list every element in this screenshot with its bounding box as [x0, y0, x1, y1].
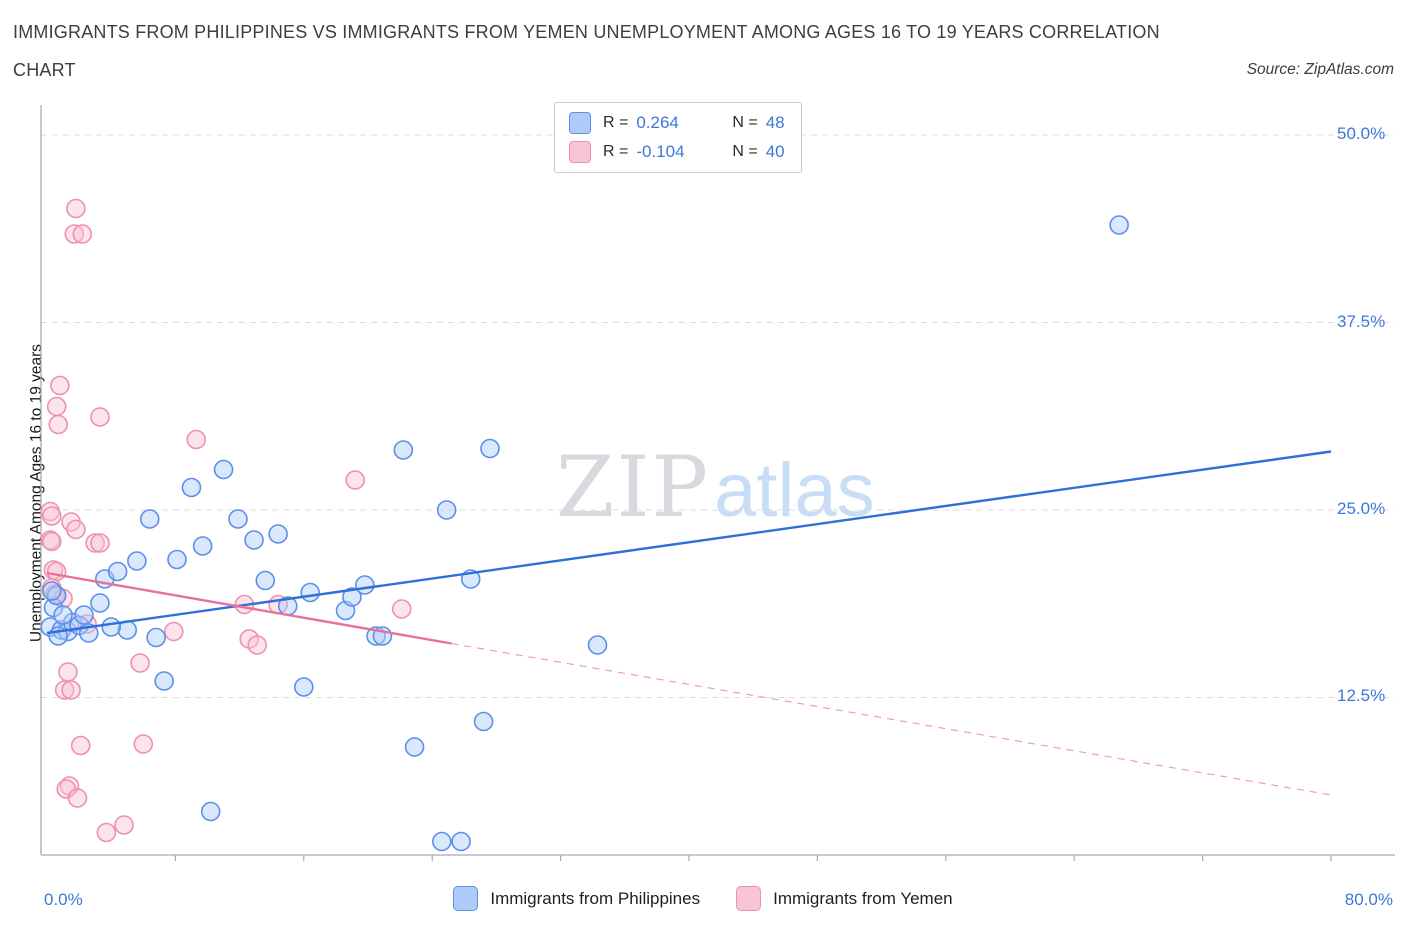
legend-label-philippines: Immigrants from Philippines	[490, 888, 701, 908]
yemen-point	[72, 224, 93, 244]
philippines-point	[42, 581, 62, 601]
philippines-point	[293, 677, 314, 697]
philippines-point	[200, 801, 221, 822]
correlation-legend: R = 0.264 N = 48 R = -0.104 N = 40	[554, 102, 802, 173]
philippines-point	[228, 509, 248, 529]
philippines-point	[300, 582, 321, 603]
philippines-point	[393, 440, 414, 460]
philippines-point	[74, 605, 94, 625]
philippines-point	[451, 831, 471, 852]
yemen-point	[247, 635, 268, 655]
philippines-point	[53, 605, 73, 625]
yemen-point	[48, 414, 69, 435]
philippines-point	[268, 524, 288, 544]
r-label: R =	[603, 114, 629, 131]
philippines-point	[181, 477, 202, 498]
x-axis-max-label: 80.0%	[1344, 890, 1393, 909]
philippines-point	[139, 509, 160, 529]
philippines-point	[213, 459, 234, 480]
yemen-point	[70, 735, 91, 756]
philippines-trend-line	[46, 450, 1332, 635]
philippines-swatch-icon	[453, 886, 479, 911]
r-value-yemen: -0.104	[636, 142, 685, 161]
n-value-philippines: 48	[765, 113, 785, 132]
yemen-point	[186, 429, 207, 450]
yemen-point	[345, 470, 365, 490]
philippines-point	[154, 671, 174, 691]
yemen-trend-line-extrapolated	[451, 642, 1332, 796]
philippines-point	[127, 551, 147, 571]
watermark: ZIP atlas	[556, 438, 875, 536]
philippines-point	[107, 561, 128, 582]
philippines-point	[436, 500, 457, 520]
yemen-point	[54, 680, 75, 700]
yemen-point	[85, 533, 105, 553]
x-axis-min-label: 0.0%	[44, 890, 83, 909]
yemen-swatch-icon	[736, 886, 762, 911]
series-legend: Immigrants from Philippines Immigrants f…	[0, 886, 1406, 911]
philippines-point	[90, 593, 110, 613]
philippines-point	[192, 536, 213, 556]
yemen-point	[96, 822, 117, 843]
philippines-legend-swatch	[569, 112, 591, 134]
yemen-point	[133, 734, 154, 754]
yemen-point	[50, 375, 70, 396]
source-attribution: Source: ZipAtlas.com	[1246, 61, 1394, 78]
yemen-point	[90, 407, 110, 427]
page-title-line2: CHART	[13, 60, 76, 80]
yemen-point	[66, 198, 86, 219]
yemen-point	[58, 662, 78, 682]
philippines-point	[342, 587, 362, 607]
philippines-point	[167, 549, 187, 570]
y-axis-tick-label: 12.5%	[1337, 686, 1386, 705]
philippines-point	[354, 575, 375, 595]
yemen-point	[46, 561, 67, 582]
yemen-point	[130, 653, 150, 673]
y-axis-tick-label: 50.0%	[1337, 124, 1386, 143]
philippines-point	[432, 831, 452, 852]
philippines-point	[244, 530, 264, 550]
page-title: IMMIGRANTS FROM PHILIPPINES VS IMMIGRANT…	[13, 22, 1160, 42]
legend-item-yemen: Immigrants from Yemen	[736, 886, 953, 911]
yemen-point	[67, 788, 88, 808]
philippines-point	[587, 635, 608, 655]
yemen-point	[64, 224, 85, 244]
philippines-point	[473, 711, 494, 732]
yemen-point	[61, 680, 81, 700]
yemen-point	[42, 506, 62, 526]
legend-row-yemen: R = -0.104 N = 40	[569, 141, 785, 163]
yemen-point	[66, 519, 86, 540]
yemen-legend-swatch	[569, 141, 591, 163]
yemen-point	[90, 533, 110, 553]
philippines-point	[480, 438, 500, 459]
philippines-point	[101, 617, 121, 637]
r-label: R =	[603, 143, 629, 160]
yemen-point	[114, 815, 134, 835]
yemen-point	[46, 396, 67, 417]
watermark-zip: ZIP	[556, 438, 711, 536]
philippines-point	[255, 570, 276, 591]
y-axis-tick-label: 37.5%	[1337, 312, 1386, 331]
y-axis-tick-label: 25.0%	[1337, 499, 1386, 518]
legend-item-philippines: Immigrants from Philippines	[453, 886, 700, 911]
n-value-yemen: 40	[765, 142, 785, 161]
yemen-trend-line	[46, 571, 452, 645]
philippines-point	[1109, 215, 1129, 235]
legend-row-philippines: R = 0.264 N = 48	[569, 112, 785, 134]
philippines-point	[404, 737, 425, 757]
n-label: N =	[732, 114, 758, 131]
r-value-philippines: 0.264	[636, 113, 679, 132]
yemen-point	[42, 531, 62, 552]
yemen-point	[391, 599, 412, 619]
legend-label-yemen: Immigrants from Yemen	[773, 888, 953, 908]
n-label: N =	[732, 143, 758, 160]
philippines-point	[146, 627, 166, 648]
yemen-point	[163, 621, 184, 642]
